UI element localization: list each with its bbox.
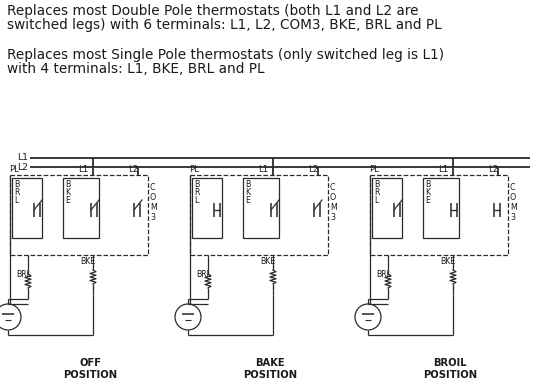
Bar [63,178,99,238]
Text: L2: L2 [128,165,138,174]
Text: E: E [245,196,250,205]
Bar [372,178,402,238]
Text: OFF
POSITION: OFF POSITION [63,358,117,380]
Text: O: O [150,193,156,202]
Text: L: L [14,196,18,205]
Circle shape [175,304,201,330]
Text: B: B [65,180,70,189]
Text: R: R [14,188,19,197]
Text: L: L [374,196,378,205]
Bar [12,178,42,238]
Circle shape [0,304,21,330]
Text: L1: L1 [17,154,28,163]
Text: C: C [150,183,156,192]
Bar [243,178,279,238]
Text: BKE: BKE [260,257,275,266]
Text: L2: L2 [308,165,318,174]
Text: K: K [245,188,250,197]
Text: R: R [194,188,200,197]
Text: L: L [194,196,198,205]
Text: L2: L2 [17,163,28,172]
Text: 3: 3 [150,213,155,222]
Text: Replaces most Single Pole thermostats (only switched leg is L1): Replaces most Single Pole thermostats (o… [7,48,444,62]
Text: BAKE
POSITION: BAKE POSITION [243,358,297,380]
Text: M: M [510,203,517,212]
Text: 3: 3 [510,213,515,222]
Circle shape [355,304,381,330]
Text: B: B [245,180,250,189]
Text: E: E [65,196,70,205]
Text: L1: L1 [438,165,448,174]
Text: C: C [510,183,516,192]
Bar [190,175,328,255]
Bar [423,178,459,238]
Text: PL: PL [189,165,199,174]
Text: L1: L1 [258,165,268,174]
Text: M: M [150,203,157,212]
Bar [370,175,508,255]
Text: BKE: BKE [440,257,455,266]
Text: B: B [194,180,199,189]
Text: switched legs) with 6 terminals: L1, L2, COM3, BKE, BRL and PL: switched legs) with 6 terminals: L1, L2,… [7,18,442,32]
Text: B: B [374,180,379,189]
Text: PL: PL [9,165,19,174]
Text: B: B [425,180,430,189]
Text: K: K [425,188,430,197]
Bar [192,178,222,238]
Text: B: B [14,180,19,189]
Text: PL: PL [369,165,379,174]
Text: O: O [330,193,337,202]
Bar [10,175,148,255]
Text: BRL: BRL [16,270,31,279]
Text: with 4 terminals: L1, BKE, BRL and PL: with 4 terminals: L1, BKE, BRL and PL [7,62,265,76]
Text: BRL: BRL [376,270,391,279]
Text: Replaces most Double Pole thermostats (both L1 and L2 are: Replaces most Double Pole thermostats (b… [7,4,418,18]
Text: C: C [330,183,335,192]
Text: BROIL
POSITION: BROIL POSITION [423,358,477,380]
Text: R: R [374,188,379,197]
Text: M: M [330,203,337,212]
Text: K: K [65,188,70,197]
Text: O: O [510,193,516,202]
Text: E: E [425,196,430,205]
Text: BRL: BRL [196,270,211,279]
Text: L2: L2 [488,165,498,174]
Text: BKE: BKE [80,257,95,266]
Text: L1: L1 [78,165,88,174]
Text: 3: 3 [330,213,335,222]
